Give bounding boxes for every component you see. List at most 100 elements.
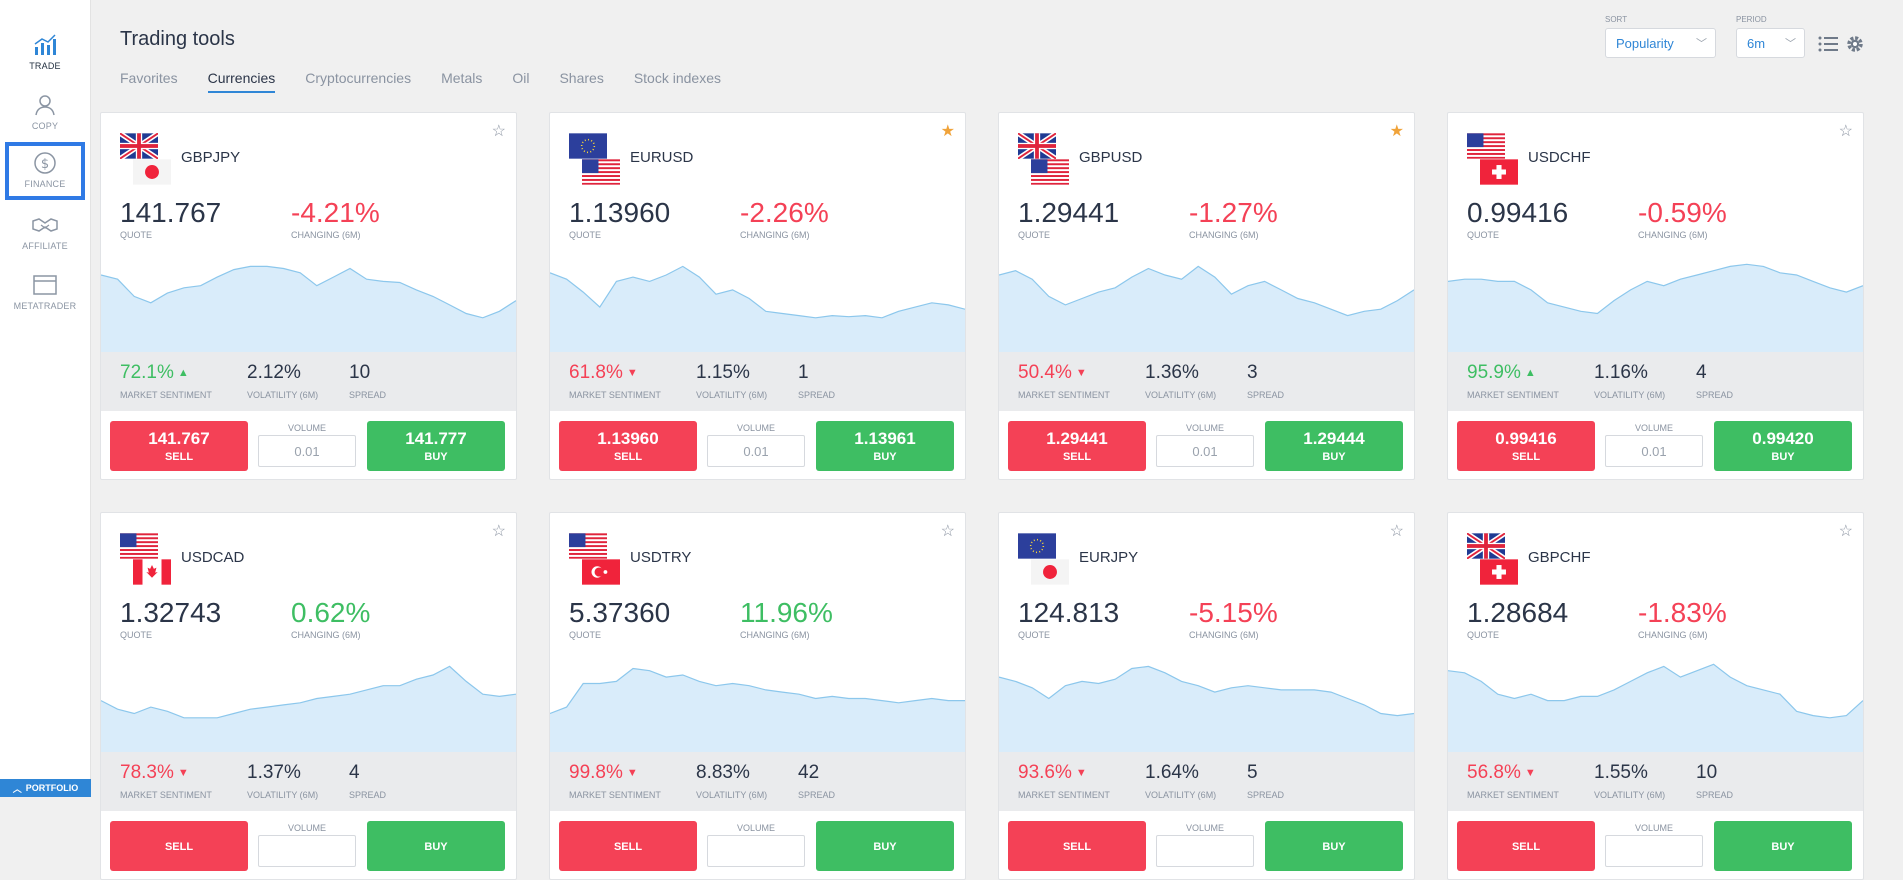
favorite-star-icon[interactable]: ★: [1389, 123, 1404, 140]
volume-input[interactable]: [707, 835, 805, 867]
quote-value: 1.28684: [1467, 597, 1569, 628]
buy-label: BUY: [873, 451, 897, 463]
spread-value: 10: [349, 362, 371, 383]
sentiment-arrow-icon: ▼: [626, 367, 638, 379]
sell-button[interactable]: SELL: [1008, 821, 1146, 871]
period-select[interactable]: 6m ﹀: [1736, 28, 1805, 58]
sentiment-arrow-icon: ▼: [1524, 767, 1536, 779]
quote-flag-icon: [133, 159, 171, 185]
sparkline-area: [1448, 664, 1863, 752]
favorite-star-icon[interactable]: ☆: [1389, 523, 1404, 540]
volatility-value: 1.37%: [247, 762, 301, 783]
sell-price: 1.29441: [1046, 429, 1108, 448]
favorite-star-icon[interactable]: ☆: [1838, 123, 1853, 140]
spread-label: SPREAD: [798, 790, 836, 800]
volatility-value: 1.55%: [1594, 762, 1648, 783]
tab-metals[interactable]: Metals: [441, 70, 483, 86]
sparkline-area: [999, 666, 1414, 752]
base-flag-icon: [1467, 533, 1505, 559]
volume-input[interactable]: [1156, 435, 1254, 467]
tab-stock-indexes[interactable]: Stock indexes: [633, 70, 721, 86]
volatility-label: VOLATILITY (6M): [247, 790, 319, 800]
sidebar-item-metatrader[interactable]: METATRADER: [5, 262, 85, 318]
volume-input[interactable]: [258, 835, 356, 867]
sentiment-value: 50.4% ▼: [1018, 362, 1087, 384]
volatility-value: 1.15%: [696, 362, 750, 383]
sell-button[interactable]: 1.29441 SELL: [1008, 421, 1146, 471]
volume-label: VOLUME: [1634, 823, 1673, 833]
sell-label: SELL: [1062, 841, 1092, 853]
favorite-star-icon[interactable]: ☆: [940, 523, 955, 540]
volatility-value: 2.12%: [247, 362, 301, 383]
sidebar-item-trade[interactable]: TRADE: [5, 22, 85, 78]
instrument-card: USDCHF ☆ 0.99416 QUOTE -0.59% CHANGING (…: [1447, 112, 1864, 480]
sell-button[interactable]: 0.99416 SELL: [1457, 421, 1595, 471]
favorite-star-icon[interactable]: ☆: [1838, 523, 1853, 540]
buy-price: 1.29444: [1303, 429, 1365, 448]
spread-label: SPREAD: [1696, 790, 1734, 800]
sentiment-value: 61.8% ▼: [569, 362, 638, 384]
tab-currencies[interactable]: Currencies: [207, 70, 276, 93]
sidebar-item-copy[interactable]: COPY: [5, 82, 85, 138]
buy-button[interactable]: 1.29444 BUY: [1265, 421, 1403, 471]
sentiment-label: MARKET SENTIMENT: [569, 790, 661, 800]
favorite-star-icon[interactable]: ☆: [491, 123, 506, 140]
price-sparkline: [1448, 263, 1863, 352]
volume-input[interactable]: [1156, 835, 1254, 867]
volatility-label: VOLATILITY (6M): [1145, 390, 1217, 400]
currency-flags: [1467, 533, 1519, 585]
volume-input[interactable]: [1605, 835, 1703, 867]
tab-shares[interactable]: Shares: [559, 70, 604, 86]
sell-button[interactable]: SELL: [110, 821, 248, 871]
spread-value: 5: [1247, 762, 1258, 783]
favorite-star-icon[interactable]: ★: [940, 123, 955, 140]
sort-select[interactable]: Popularity ﹀: [1605, 28, 1716, 58]
buy-button[interactable]: BUY: [1714, 821, 1852, 871]
tab-cryptocurrencies[interactable]: Cryptocurrencies: [305, 70, 412, 86]
tab-favorites[interactable]: Favorites: [120, 70, 178, 86]
gear-icon[interactable]: [1844, 33, 1866, 55]
change-value: 11.96%: [740, 597, 833, 628]
quote-label: QUOTE: [569, 230, 602, 240]
sell-price: 1.13960: [597, 429, 659, 448]
sell-button[interactable]: 141.767 SELL: [110, 421, 248, 471]
sell-button[interactable]: 1.13960 SELL: [559, 421, 697, 471]
buy-button[interactable]: BUY: [367, 821, 505, 871]
portfolio-button[interactable]: ︿ PORTFOLIO: [0, 779, 91, 797]
base-flag-icon: [1018, 533, 1056, 559]
volume-input[interactable]: [258, 435, 356, 467]
spread-label: SPREAD: [1247, 790, 1285, 800]
volume-input[interactable]: [707, 435, 805, 467]
quote-value: 0.99416: [1467, 197, 1569, 228]
stats-bar: 78.3% ▼ MARKET SENTIMENT 1.37% VOLATILITY…: [101, 752, 516, 811]
sparkline-area: [101, 666, 516, 752]
favorite-star-icon[interactable]: ☆: [491, 523, 506, 540]
tab-oil[interactable]: Oil: [512, 70, 530, 86]
spread-label: SPREAD: [349, 790, 387, 800]
quote-flag-icon: [133, 559, 171, 585]
sidebar-item-finance[interactable]: $ FINANCE: [5, 142, 85, 200]
buy-label: BUY: [424, 451, 448, 463]
spread-label: SPREAD: [1696, 390, 1734, 400]
instrument-card: USDTRY ☆ 5.37360 QUOTE 11.96% CHANGING (…: [549, 512, 966, 880]
base-flag-icon: [1018, 133, 1056, 159]
buy-button[interactable]: 141.777 BUY: [367, 421, 505, 471]
sparkline-area: [550, 266, 965, 352]
chevron-down-icon: ﹀: [1696, 38, 1707, 50]
buy-button[interactable]: BUY: [816, 821, 954, 871]
list-view-icon[interactable]: [1817, 33, 1839, 55]
sidebar-item-affiliate[interactable]: AFFILIATE: [5, 202, 85, 258]
sidebar-item-label: AFFILIATE: [22, 241, 68, 251]
buy-button[interactable]: 1.13961 BUY: [816, 421, 954, 471]
sparkline-line: [101, 665, 516, 719]
quote-value: 141.767: [120, 197, 222, 228]
volatility-value: 8.83%: [696, 762, 750, 783]
buy-button[interactable]: 0.99420 BUY: [1714, 421, 1852, 471]
sell-button[interactable]: SELL: [1457, 821, 1595, 871]
sparkline-area: [1448, 264, 1863, 352]
buy-button[interactable]: BUY: [1265, 821, 1403, 871]
volume-input[interactable]: [1605, 435, 1703, 467]
stats-bar: 56.8% ▼ MARKET SENTIMENT 1.55% VOLATILITY…: [1448, 752, 1863, 811]
sell-label: SELL: [1062, 451, 1092, 463]
sell-button[interactable]: SELL: [559, 821, 697, 871]
